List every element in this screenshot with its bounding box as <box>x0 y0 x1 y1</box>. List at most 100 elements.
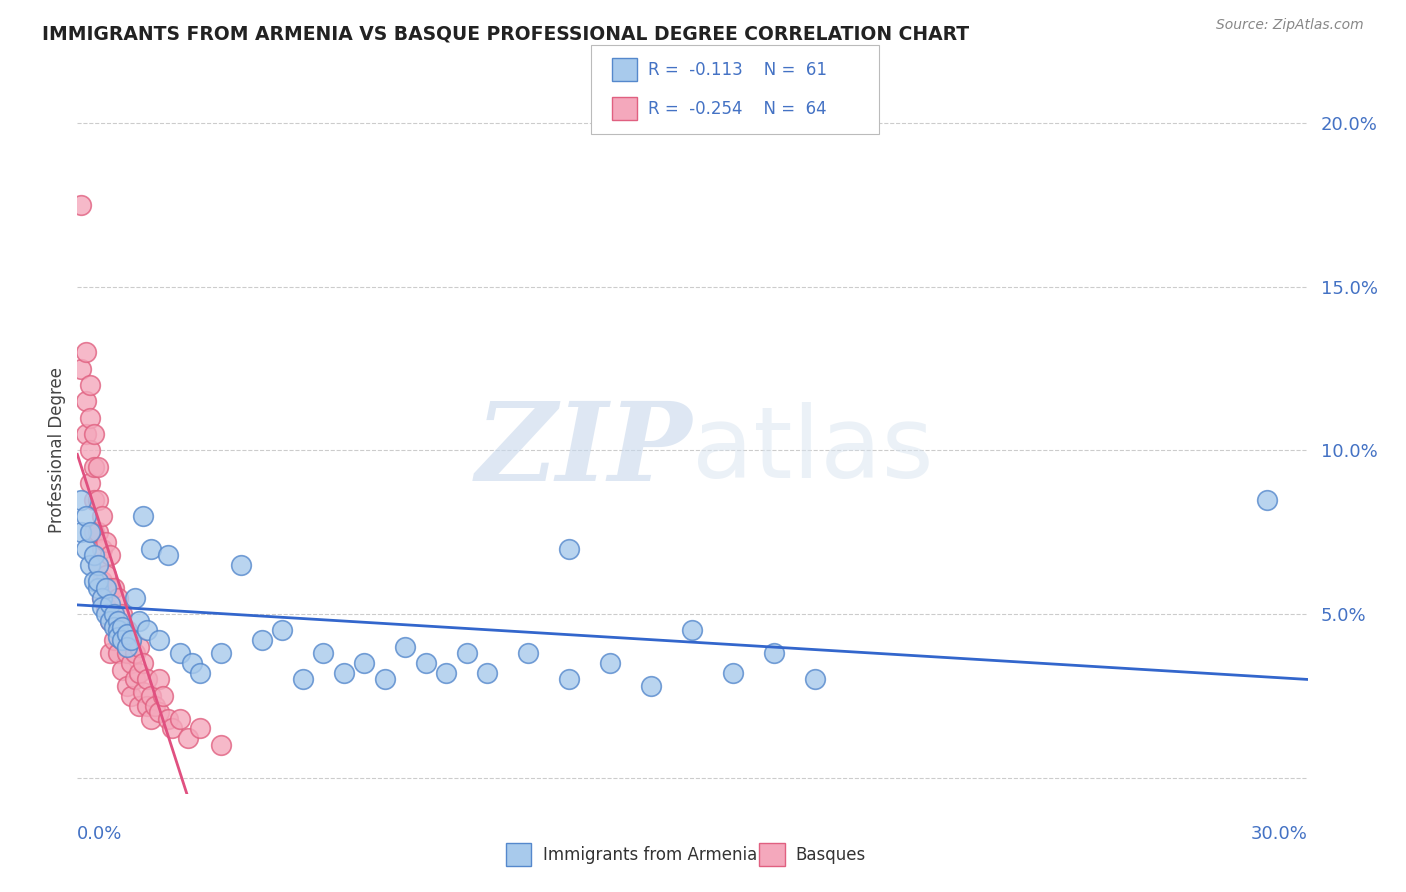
Text: IMMIGRANTS FROM ARMENIA VS BASQUE PROFESSIONAL DEGREE CORRELATION CHART: IMMIGRANTS FROM ARMENIA VS BASQUE PROFES… <box>42 25 969 44</box>
Point <box>477 665 499 680</box>
Text: R =  -0.113    N =  61: R = -0.113 N = 61 <box>648 61 827 78</box>
Point <box>128 665 150 680</box>
Point <box>148 705 170 719</box>
Text: Source: ZipAtlas.com: Source: ZipAtlas.com <box>1216 18 1364 32</box>
Point <box>394 640 416 654</box>
Point <box>209 646 232 660</box>
Point <box>124 591 146 605</box>
Y-axis label: Professional Degree: Professional Degree <box>48 368 66 533</box>
Point <box>141 541 163 556</box>
Point <box>136 698 159 713</box>
Point <box>87 574 110 589</box>
Point <box>120 656 142 670</box>
Point <box>156 712 179 726</box>
Point <box>128 614 150 628</box>
Point <box>188 665 212 680</box>
Point <box>558 673 581 687</box>
Point <box>70 525 93 540</box>
Point <box>804 673 827 687</box>
Point <box>169 646 191 660</box>
Point <box>115 640 138 654</box>
Point <box>132 508 155 523</box>
Point <box>83 459 105 474</box>
Point <box>70 361 93 376</box>
Point <box>1256 492 1278 507</box>
Text: 30.0%: 30.0% <box>1251 825 1308 843</box>
Point <box>415 656 437 670</box>
Point <box>128 698 150 713</box>
Point <box>83 427 105 442</box>
Point <box>75 394 97 409</box>
Point <box>763 646 786 660</box>
Point <box>181 656 204 670</box>
Point <box>79 410 101 425</box>
Point <box>115 624 138 638</box>
Point <box>291 673 314 687</box>
Point <box>169 712 191 726</box>
Point <box>148 633 170 648</box>
Point <box>83 548 105 562</box>
Point <box>353 656 375 670</box>
Point <box>558 541 581 556</box>
Point <box>94 567 117 582</box>
Point <box>79 558 101 572</box>
Point <box>103 607 125 621</box>
Point <box>456 646 478 660</box>
Point <box>75 345 97 359</box>
Point <box>143 698 166 713</box>
Point <box>107 624 129 638</box>
Point <box>94 581 117 595</box>
Point <box>103 620 125 634</box>
Point <box>87 558 110 572</box>
Point <box>136 624 159 638</box>
Point <box>250 633 273 648</box>
Point <box>640 679 662 693</box>
Point <box>83 492 105 507</box>
Point <box>115 646 138 660</box>
Point <box>98 614 121 628</box>
Point <box>156 548 179 562</box>
Point <box>90 591 114 605</box>
Point <box>87 558 110 572</box>
Point <box>79 378 101 392</box>
Point <box>132 685 155 699</box>
Point <box>103 581 125 595</box>
Point <box>90 574 114 589</box>
Point <box>374 673 396 687</box>
Point <box>128 640 150 654</box>
Point <box>333 665 356 680</box>
Text: 0.0%: 0.0% <box>77 825 122 843</box>
Text: Basques: Basques <box>796 846 866 863</box>
Point <box>723 665 745 680</box>
Point <box>188 722 212 736</box>
Point <box>148 673 170 687</box>
Point <box>517 646 540 660</box>
Point <box>87 525 110 540</box>
Point <box>107 630 129 644</box>
Point <box>98 597 121 611</box>
Point <box>90 508 114 523</box>
Point <box>152 689 174 703</box>
Point <box>103 607 125 621</box>
Point <box>79 476 101 491</box>
Point <box>124 646 146 660</box>
Point <box>83 525 105 540</box>
Point <box>94 607 117 621</box>
Point <box>98 581 121 595</box>
Point <box>94 535 117 549</box>
Point <box>115 626 138 640</box>
Point <box>79 525 101 540</box>
Point <box>599 656 621 670</box>
Point <box>231 558 253 572</box>
Point <box>209 738 232 752</box>
Point <box>79 443 101 458</box>
Point <box>107 646 129 660</box>
Point <box>83 574 105 589</box>
Point <box>70 492 93 507</box>
Point <box>111 607 134 621</box>
Point <box>120 633 142 648</box>
Point <box>120 633 142 648</box>
Point <box>111 633 134 648</box>
Point <box>90 600 114 615</box>
Point <box>70 198 93 212</box>
